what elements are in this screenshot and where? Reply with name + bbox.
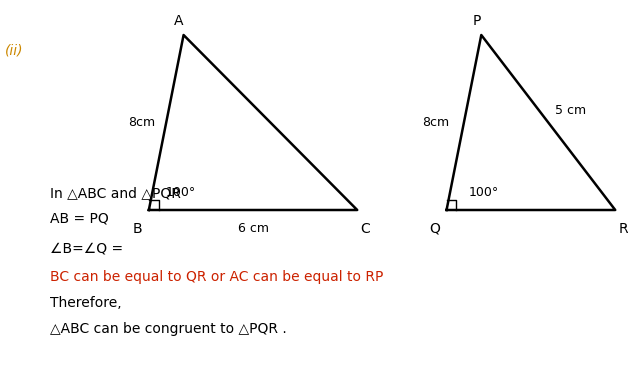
Text: In △ABC and △PQR: In △ABC and △PQR [50, 187, 181, 200]
Text: △ABC can be congruent to △PQR .: △ABC can be congruent to △PQR . [50, 322, 287, 335]
Text: Q: Q [429, 222, 440, 236]
Text: Therefore,: Therefore, [50, 296, 122, 310]
Text: AB = PQ: AB = PQ [50, 212, 109, 226]
Text: 6 cm: 6 cm [237, 222, 269, 234]
Text: R: R [619, 222, 628, 236]
Text: P: P [472, 14, 480, 28]
Text: 100°: 100° [469, 185, 499, 199]
Text: (ii): (ii) [5, 43, 23, 57]
Text: 8cm: 8cm [423, 116, 450, 129]
Text: BC can be equal to QR or AC can be equal to RP: BC can be equal to QR or AC can be equal… [50, 270, 384, 284]
Text: B: B [132, 222, 142, 236]
Text: C: C [360, 222, 370, 236]
Text: 100°: 100° [166, 185, 196, 199]
Text: 5 cm: 5 cm [555, 104, 586, 117]
Text: 8cm: 8cm [128, 116, 155, 129]
Text: ∠B=∠Q =: ∠B=∠Q = [50, 241, 123, 255]
Text: A: A [174, 14, 183, 28]
